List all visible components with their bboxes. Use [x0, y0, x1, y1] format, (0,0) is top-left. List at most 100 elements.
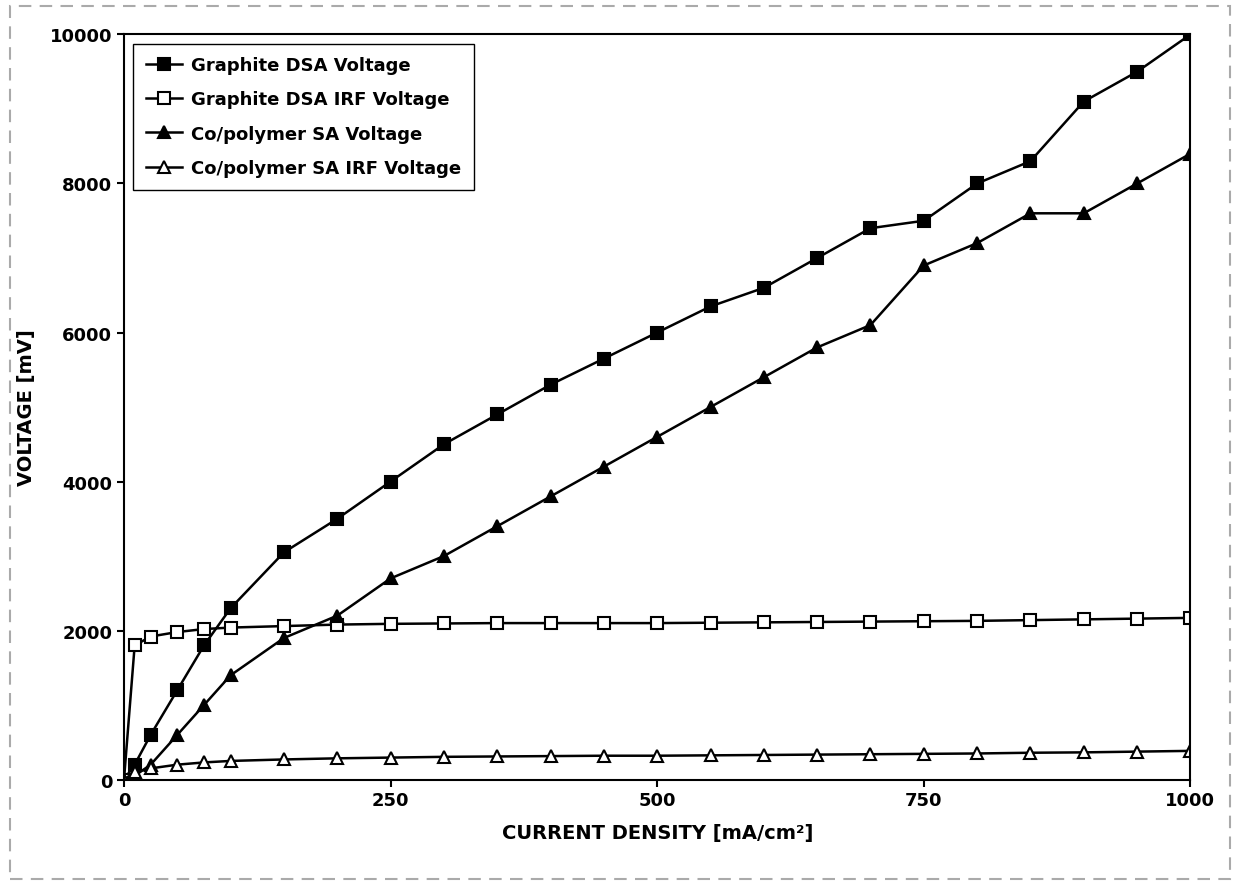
Co/polymer SA IRF Voltage [916, 749, 931, 759]
Co/polymer SA Voltage [277, 633, 291, 643]
Co/polymer SA Voltage [117, 774, 131, 785]
Graphite DSA IRF Voltage [1076, 614, 1091, 625]
Graphite DSA Voltage [128, 759, 143, 770]
Graphite DSA Voltage [330, 514, 345, 525]
Graphite DSA IRF Voltage [650, 618, 665, 629]
Co/polymer SA IRF Voltage [970, 749, 985, 759]
Graphite DSA Voltage [756, 284, 771, 294]
Line: Co/polymer SA IRF Voltage: Co/polymer SA IRF Voltage [118, 745, 1197, 786]
Graphite DSA IRF Voltage [756, 618, 771, 628]
Graphite DSA Voltage [1023, 157, 1038, 167]
Graphite DSA Voltage [143, 730, 159, 741]
Graphite DSA IRF Voltage [330, 619, 345, 630]
Graphite DSA IRF Voltage [170, 627, 185, 638]
Graphite DSA IRF Voltage [1023, 615, 1038, 626]
Co/polymer SA IRF Voltage [128, 767, 143, 778]
Graphite DSA IRF Voltage [383, 618, 398, 629]
Co/polymer SA Voltage [383, 573, 398, 584]
Graphite DSA Voltage [490, 409, 505, 420]
Graphite DSA Voltage [1130, 67, 1145, 78]
Co/polymer SA Voltage [1183, 149, 1198, 159]
Co/polymer SA IRF Voltage [117, 774, 131, 785]
Co/polymer SA Voltage [863, 321, 878, 331]
Co/polymer SA IRF Voltage [543, 751, 558, 762]
Graphite DSA IRF Voltage [810, 617, 825, 627]
Co/polymer SA Voltage [223, 670, 238, 680]
Graphite DSA IRF Voltage [543, 618, 558, 629]
Graphite DSA Voltage [650, 328, 665, 338]
Co/polymer SA IRF Voltage [1183, 746, 1198, 757]
Graphite DSA Voltage [170, 685, 185, 696]
Co/polymer SA IRF Voltage [596, 750, 611, 761]
Co/polymer SA IRF Voltage [383, 752, 398, 763]
Co/polymer SA Voltage [703, 402, 718, 413]
Co/polymer SA IRF Voltage [650, 750, 665, 761]
Graphite DSA IRF Voltage [277, 621, 291, 632]
Graphite DSA Voltage [196, 641, 211, 651]
Graphite DSA IRF Voltage [117, 774, 131, 785]
Graphite DSA Voltage [436, 439, 451, 450]
Graphite DSA Voltage [117, 774, 131, 785]
Co/polymer SA IRF Voltage [490, 751, 505, 762]
Graphite DSA IRF Voltage [703, 618, 718, 628]
Co/polymer SA IRF Voltage [756, 750, 771, 760]
Graphite DSA Voltage [277, 548, 291, 558]
Graphite DSA IRF Voltage [490, 618, 505, 629]
Graphite DSA IRF Voltage [436, 618, 451, 629]
Co/polymer SA IRF Voltage [1076, 747, 1091, 758]
Graphite DSA IRF Voltage [128, 641, 143, 651]
Co/polymer SA Voltage [810, 343, 825, 354]
Co/polymer SA Voltage [490, 521, 505, 532]
Graphite DSA Voltage [703, 302, 718, 313]
Co/polymer SA Voltage [596, 462, 611, 472]
Co/polymer SA IRF Voltage [810, 750, 825, 760]
Co/polymer SA Voltage [128, 771, 143, 781]
Co/polymer SA Voltage [196, 700, 211, 711]
Co/polymer SA IRF Voltage [196, 758, 211, 768]
Graphite DSA IRF Voltage [596, 618, 611, 629]
Graphite DSA Voltage [596, 354, 611, 364]
Co/polymer SA IRF Voltage [277, 754, 291, 765]
Co/polymer SA IRF Voltage [330, 753, 345, 764]
Co/polymer SA IRF Voltage [223, 756, 238, 766]
Graphite DSA IRF Voltage [1183, 613, 1198, 624]
Line: Graphite DSA Voltage: Graphite DSA Voltage [119, 30, 1195, 785]
Y-axis label: VOLTAGE [mV]: VOLTAGE [mV] [17, 330, 36, 486]
Graphite DSA Voltage [1183, 30, 1198, 41]
Graphite DSA IRF Voltage [196, 624, 211, 634]
Graphite DSA Voltage [543, 380, 558, 391]
Graphite DSA Voltage [810, 253, 825, 264]
Legend: Graphite DSA Voltage, Graphite DSA IRF Voltage, Co/polymer SA Voltage, Co/polyme: Graphite DSA Voltage, Graphite DSA IRF V… [133, 44, 474, 190]
Co/polymer SA IRF Voltage [170, 759, 185, 770]
Co/polymer SA Voltage [330, 610, 345, 621]
Co/polymer SA Voltage [650, 432, 665, 443]
Co/polymer SA IRF Voltage [1023, 748, 1038, 758]
Co/polymer SA Voltage [170, 730, 185, 741]
Co/polymer SA Voltage [1076, 209, 1091, 220]
Line: Graphite DSA IRF Voltage: Graphite DSA IRF Voltage [119, 612, 1195, 785]
Graphite DSA IRF Voltage [143, 632, 159, 642]
Co/polymer SA Voltage [970, 238, 985, 249]
Graphite DSA Voltage [863, 223, 878, 234]
Co/polymer SA Voltage [143, 759, 159, 770]
Graphite DSA IRF Voltage [1130, 614, 1145, 625]
Graphite DSA IRF Voltage [863, 617, 878, 627]
Co/polymer SA IRF Voltage [436, 751, 451, 762]
Graphite DSA Voltage [383, 477, 398, 487]
Co/polymer SA Voltage [543, 492, 558, 502]
Graphite DSA Voltage [970, 179, 985, 190]
Co/polymer SA IRF Voltage [1130, 746, 1145, 757]
Graphite DSA IRF Voltage [970, 616, 985, 626]
Co/polymer SA Voltage [1023, 209, 1038, 220]
Co/polymer SA Voltage [916, 260, 931, 271]
Co/polymer SA IRF Voltage [863, 749, 878, 759]
Co/polymer SA IRF Voltage [143, 763, 159, 773]
Co/polymer SA Voltage [436, 551, 451, 562]
Graphite DSA Voltage [1076, 97, 1091, 108]
Line: Co/polymer SA Voltage: Co/polymer SA Voltage [118, 148, 1197, 786]
Co/polymer SA Voltage [1130, 179, 1145, 190]
Co/polymer SA IRF Voltage [703, 750, 718, 761]
Graphite DSA Voltage [916, 216, 931, 227]
Graphite DSA Voltage [223, 603, 238, 614]
Co/polymer SA Voltage [756, 372, 771, 383]
